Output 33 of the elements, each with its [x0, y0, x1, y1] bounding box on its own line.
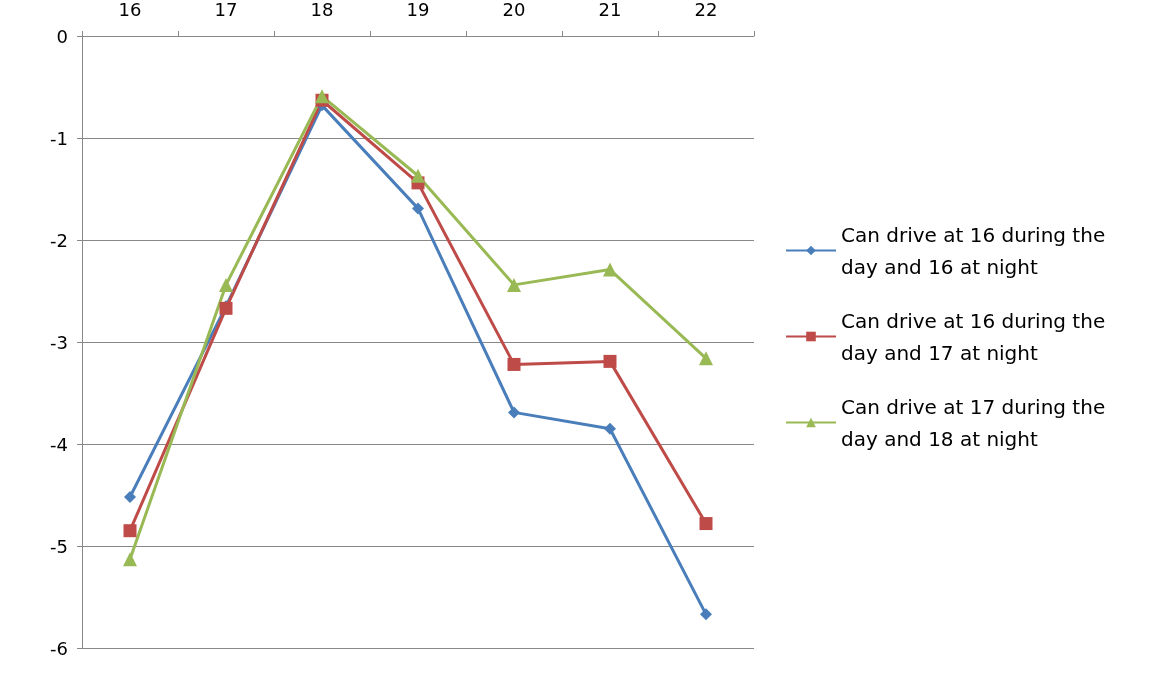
point [508, 406, 520, 419]
point [123, 524, 137, 538]
legend-label: Can drive at 16 during the day and 16 at night [841, 222, 1112, 279]
x-tick-label: 16 [118, 0, 142, 20]
x-tick-label: 17 [214, 0, 238, 20]
y-tick-label: -1 [50, 127, 68, 149]
x-tick-label: 19 [406, 0, 430, 20]
point [219, 277, 233, 292]
point [507, 357, 521, 371]
point [411, 168, 425, 183]
x-tick-label: 20 [502, 0, 526, 20]
point [603, 262, 617, 277]
x-tick-label: 21 [598, 0, 622, 20]
x-tick-label: 18 [310, 0, 334, 20]
point [699, 351, 713, 366]
point [124, 491, 136, 504]
point [123, 552, 137, 567]
y-tick-label: 0 [56, 25, 68, 47]
legend-label: Can drive at 17 during the day and 18 at night [841, 394, 1112, 451]
y-tick-label: -3 [50, 331, 68, 353]
point [700, 608, 712, 621]
point [604, 422, 616, 435]
point [699, 517, 713, 531]
point [315, 89, 329, 104]
x-tick-label: 22 [694, 0, 718, 20]
y-tick-label: -5 [50, 535, 68, 557]
y-tick-label: -2 [50, 229, 68, 251]
y-tick-label: -6 [50, 637, 68, 659]
y-tick-label: -4 [50, 433, 68, 455]
point [603, 354, 617, 368]
point [507, 277, 521, 292]
legend-label: Can drive at 16 during the day and 17 at night [841, 308, 1112, 365]
point [412, 202, 424, 215]
